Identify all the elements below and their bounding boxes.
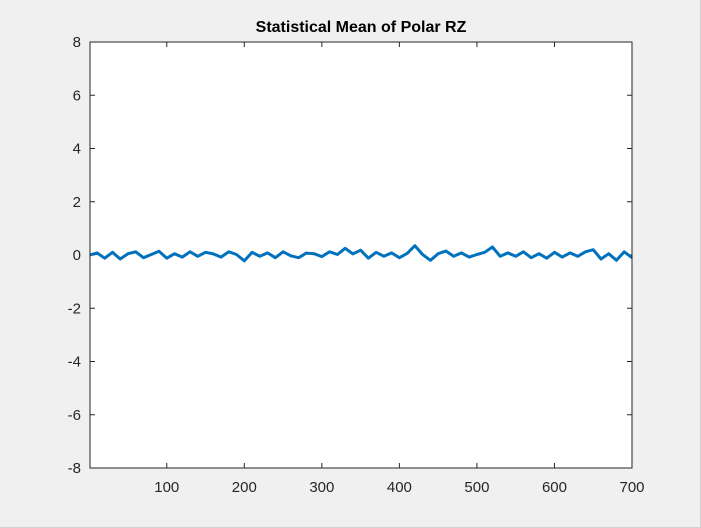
- chart-title: Statistical Mean of Polar RZ: [256, 19, 467, 36]
- y-tick-label: 4: [73, 141, 81, 158]
- y-tick-label: 2: [73, 194, 81, 211]
- x-axis: 100 200 300 400 500 600 700: [154, 42, 645, 496]
- x-tick-label: 200: [232, 479, 257, 496]
- y-tick-label: -8: [68, 460, 81, 477]
- series-line: [89, 244, 633, 263]
- x-tick-label: 100: [154, 479, 179, 496]
- y-tick-label: 6: [73, 87, 81, 104]
- y-tick-label: 0: [73, 247, 81, 264]
- y-axis: -8 -6 -4 -2 0 2 4 6 8: [68, 34, 632, 477]
- plot-border: [89, 41, 633, 469]
- x-tick-label: 600: [542, 479, 567, 496]
- y-tick-label: -2: [68, 300, 81, 317]
- y-tick-label: -4: [68, 354, 81, 371]
- x-tick-label: 500: [464, 479, 489, 496]
- x-tick-label: 300: [309, 479, 334, 496]
- x-tick-label: 400: [387, 479, 412, 496]
- y-tick-label: -6: [68, 407, 81, 424]
- y-tick-label: 8: [73, 34, 81, 51]
- x-tick-label: 700: [619, 479, 644, 496]
